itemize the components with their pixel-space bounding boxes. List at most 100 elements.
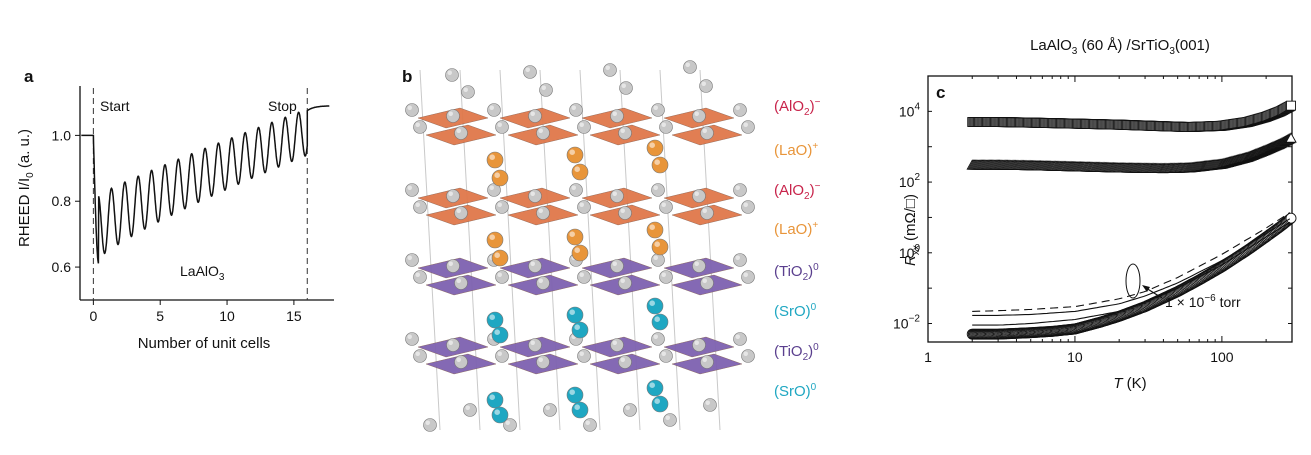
atom-highlight [625, 405, 630, 410]
crystal-lattice [405, 60, 755, 432]
y-tick-label: 0.8 [52, 193, 72, 209]
atom-highlight [702, 357, 707, 362]
atom [446, 189, 460, 203]
atom-highlight [620, 208, 625, 214]
y-tick-label: 1.0 [52, 127, 72, 143]
atom [454, 126, 468, 140]
atom-highlight [530, 191, 535, 197]
atom-highlight [705, 400, 710, 405]
rheed-axes: 0 5 10 15 0.6 0.8 1.0 [52, 86, 334, 324]
atom-highlight [574, 404, 580, 411]
atom-highlight [579, 272, 584, 277]
atom-highlight [654, 398, 660, 405]
layer-label: (TiO2)0 [774, 342, 819, 363]
atom-highlight [653, 334, 658, 339]
atom [659, 120, 673, 134]
atom-highlight [571, 185, 576, 191]
plot-frame [927, 75, 1293, 343]
atom [491, 326, 509, 344]
x-axis-label: Number of unit cells [138, 335, 271, 352]
atom [700, 276, 714, 290]
x-tick-label: 15 [286, 308, 302, 324]
atom-highlight [702, 278, 707, 283]
atom [692, 338, 706, 352]
atom [651, 238, 669, 256]
atom-highlight [489, 234, 495, 240]
panel-letter-c: c [936, 83, 945, 102]
atom [543, 403, 557, 417]
atom [528, 109, 542, 123]
atom-highlight [574, 166, 580, 172]
atom-highlight [743, 122, 748, 127]
atom-highlight [571, 105, 576, 110]
chart-title: LaAlO3 (60 Å) /SrTiO3(001) [1030, 37, 1210, 57]
crystal-structure-diagram: b (AlO2)− (LaO)+ (AlO2)− (LaO)+ (TiO2)0 (SrO)… [402, 60, 821, 432]
atom-highlight [569, 389, 575, 396]
atom [692, 109, 706, 123]
atom-highlight [489, 185, 494, 191]
triangle-point [1285, 132, 1297, 143]
atom-highlight [579, 202, 584, 208]
atom [583, 418, 597, 432]
atom-highlight [654, 316, 660, 323]
atom [405, 332, 419, 346]
atom [577, 200, 591, 214]
atom-highlight [574, 247, 580, 253]
atom-highlight [665, 415, 670, 420]
atom [610, 189, 624, 203]
atom-highlight [545, 405, 550, 410]
atom-highlight [489, 154, 495, 160]
atom [571, 321, 589, 339]
atom [683, 60, 697, 74]
x-axis-label: T (K) [1113, 375, 1146, 392]
atom-highlight [456, 278, 461, 283]
atom-highlight [743, 202, 748, 208]
atom-highlight [701, 81, 706, 86]
atom [413, 200, 427, 214]
atom-highlight [620, 357, 625, 362]
start-annotation: Start [100, 98, 130, 114]
square-point [1286, 100, 1296, 111]
atom-highlight [735, 105, 740, 110]
atom-highlight [612, 191, 617, 197]
resistance-axes: 1 10 100 10−2 100 102 104 [893, 75, 1293, 365]
atom-highlight [489, 394, 495, 401]
atom [536, 206, 550, 220]
atom [495, 120, 509, 134]
atom-highlight [574, 324, 580, 331]
atom [651, 156, 669, 174]
atom [536, 126, 550, 140]
atom [454, 276, 468, 290]
annotation-arrow [1145, 287, 1163, 299]
atom-highlight [489, 314, 495, 321]
atom-highlight [661, 202, 666, 208]
atom-highlight [585, 420, 590, 425]
series-line-dashed [972, 212, 1291, 312]
arrow-head [1142, 285, 1150, 292]
atom [446, 109, 460, 123]
atom-highlight [653, 105, 658, 110]
atom [651, 395, 669, 413]
atom [463, 403, 477, 417]
atom [571, 244, 589, 262]
atom-highlight [447, 70, 452, 75]
atom [539, 83, 553, 97]
panel-b-structure: b (AlO2)− (LaO)+ (AlO2)− (LaO)+ (TiO2)0 (SrO)… [360, 0, 880, 455]
y-tick-label: 10−2 [893, 314, 920, 332]
atom [413, 270, 427, 284]
atom-highlight [497, 272, 502, 277]
atom [700, 355, 714, 369]
atom-highlight [702, 128, 707, 134]
atom-highlight [538, 278, 543, 283]
series-line-solid-upper [972, 218, 1291, 316]
atom [577, 120, 591, 134]
atom-highlight [569, 149, 575, 155]
atom-highlight [497, 122, 502, 127]
atom-highlight [735, 334, 740, 339]
atom [618, 126, 632, 140]
panel-c-resistance: LaAlO3 (60 Å) /SrTiO3(001) 1 10 100 10−2 100… [880, 0, 1311, 455]
atom [528, 259, 542, 273]
atom-highlight [448, 111, 453, 116]
panel-letter-a: a [24, 67, 34, 86]
y-tick-label: 100 [899, 243, 921, 261]
